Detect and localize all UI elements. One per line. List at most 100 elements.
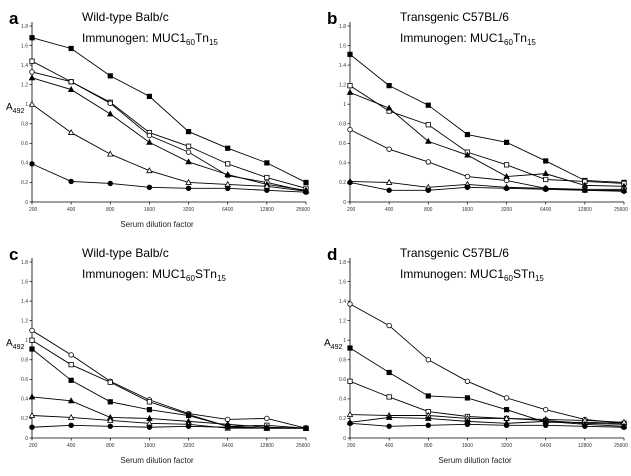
series-3	[346, 88, 628, 189]
x-tick-label: 400	[67, 207, 76, 213]
y-tick-label: 1.8	[339, 24, 346, 30]
x-tick-label: 25600	[614, 443, 628, 449]
chart-subtitle: Immunogen: MUC160Tn15	[82, 31, 218, 47]
x-tick-label: 800	[106, 207, 115, 213]
data-point	[385, 413, 393, 420]
data-point	[425, 122, 431, 128]
data-point	[107, 423, 113, 429]
panel-d: 0 0.2 0.4 0.6 0.8 1 1.2 1.4 1.6 1.8 200 400 800 1600 3…	[318, 236, 631, 476]
data-point	[68, 79, 74, 85]
data-point	[464, 421, 471, 428]
axes	[349, 258, 624, 439]
series-line	[31, 348, 306, 429]
data-point	[29, 424, 35, 430]
series-6	[347, 179, 627, 194]
data-point	[146, 184, 153, 191]
y-tick-label: 1.6	[21, 43, 28, 49]
data-point	[464, 395, 471, 401]
data-point	[503, 185, 510, 192]
x-tick-label: 1600	[462, 443, 473, 449]
y-tick-label: 0.8	[339, 358, 346, 364]
data-point	[425, 414, 432, 421]
data-point	[264, 187, 270, 193]
panel-b: 0 0.2 0.4 0.6 0.8 1 1.2 1.4 1.6 1.8 200 400 800 1600 3…	[318, 0, 631, 240]
data-point	[346, 410, 354, 417]
y-tick-label: 1	[25, 102, 28, 108]
series-1	[347, 301, 627, 427]
chart-title: Transgenic C57BL/6	[400, 246, 509, 260]
data-point	[386, 394, 392, 400]
data-point	[29, 69, 35, 75]
chart-title: Wild-type Balb/c	[82, 10, 169, 24]
chart-b: 0 0.2 0.4 0.6 0.8 1 1.2 1.4 1.6 1.8 200 400 800 1600 3…	[327, 9, 628, 213]
data-point	[582, 423, 588, 429]
series-line	[31, 77, 307, 191]
data-point	[107, 379, 113, 385]
data-point	[185, 149, 192, 155]
data-point	[185, 178, 192, 185]
data-point	[347, 179, 353, 186]
y-tick-label: 0.8	[339, 122, 346, 128]
series-line	[31, 424, 306, 429]
data-point	[185, 143, 192, 149]
data-point	[67, 128, 75, 135]
series-line	[31, 103, 307, 192]
series-line	[349, 422, 625, 428]
series-line	[31, 37, 307, 183]
x-tick-label: 800	[106, 443, 115, 449]
data-point	[543, 422, 549, 428]
data-point	[68, 352, 74, 358]
series-line	[349, 303, 625, 424]
chart-d: 0 0.2 0.4 0.6 0.8 1 1.2 1.4 1.6 1.8 200 400 800 1600 3…	[324, 245, 628, 465]
y-tick-label: 1.2	[339, 82, 346, 88]
series-line	[349, 380, 625, 425]
y-tick-label: 0.6	[21, 141, 28, 147]
data-point	[28, 74, 36, 81]
data-point	[503, 177, 510, 184]
data-point	[146, 167, 153, 174]
data-point	[225, 185, 231, 192]
panel-label: b	[327, 9, 337, 28]
data-point	[386, 83, 392, 89]
y-tick-label: 0.6	[339, 141, 346, 147]
data-point	[542, 170, 549, 177]
data-point	[425, 159, 431, 165]
data-point	[543, 186, 549, 192]
series-line	[349, 129, 624, 190]
data-point	[303, 425, 309, 431]
data-point	[385, 104, 393, 111]
data-point	[29, 58, 35, 64]
panel-label: c	[9, 245, 18, 264]
data-point	[582, 187, 588, 193]
data-point	[68, 377, 74, 383]
data-point	[68, 362, 74, 368]
series-6	[347, 420, 627, 430]
y-tick-label: 1.4	[339, 299, 346, 305]
series-line	[349, 92, 625, 187]
y-tick-label: 1.8	[21, 260, 28, 266]
x-tick-label: 200	[29, 207, 38, 213]
series-line	[349, 414, 625, 423]
data-point	[107, 416, 114, 423]
series-6	[29, 422, 309, 431]
x-tick-label: 200	[29, 443, 38, 449]
x-tick-label: 25600	[296, 207, 310, 213]
data-point	[67, 397, 75, 404]
data-point	[543, 176, 549, 183]
y-tick-label: 0	[25, 436, 28, 442]
series-line	[31, 71, 307, 192]
y-tick-label: 1.2	[21, 82, 28, 88]
y-axis-label: A492	[6, 102, 24, 115]
data-point	[68, 178, 74, 185]
data-point	[29, 161, 35, 167]
series-2	[29, 58, 309, 191]
x-tick-label: 25600	[614, 207, 628, 213]
x-tick-label: 25600	[296, 443, 310, 449]
data-point	[464, 151, 471, 158]
y-axis-label: A492	[6, 338, 24, 351]
data-point	[185, 128, 192, 135]
data-point	[425, 102, 431, 108]
data-point	[385, 178, 393, 185]
data-point	[225, 145, 231, 151]
y-tick-label: 0.4	[339, 397, 346, 403]
